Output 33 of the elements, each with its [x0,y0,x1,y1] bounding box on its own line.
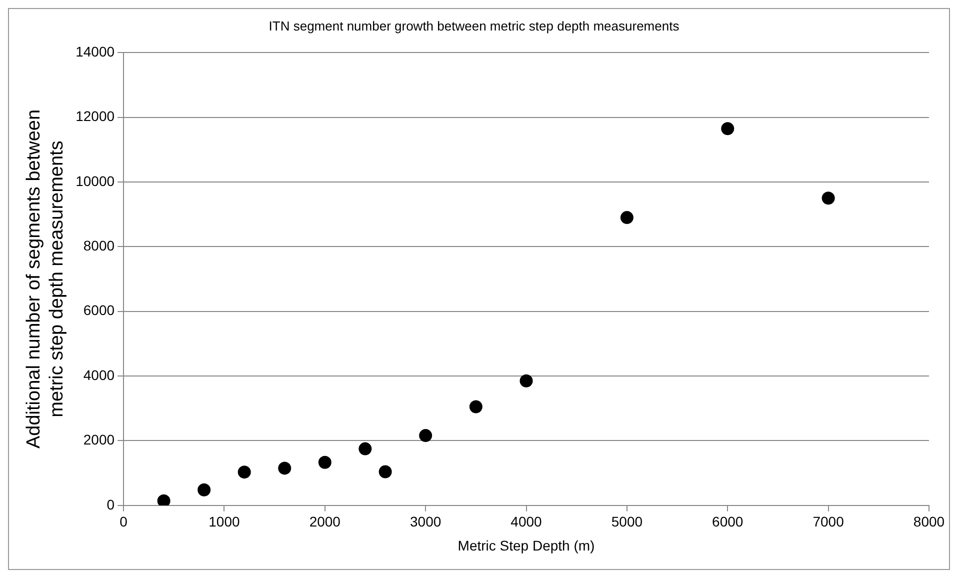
point [378,465,392,478]
y-axis-title: Additional number of segments between metric step depth measurements [24,109,68,449]
x-tick-label: 4000 [510,514,542,530]
point [822,192,835,205]
x-tick-label: 0 [120,514,128,530]
y-tick-label: 14000 [76,43,115,60]
y-tick-label: 8000 [83,238,115,254]
point [721,122,734,136]
x-axis-title: Metric Step Depth (m) [458,537,595,554]
y-tick-label: 12000 [76,108,115,124]
x-tick-label: 5000 [611,514,643,530]
point [157,494,170,506]
y-tick-label: 4000 [83,366,115,383]
x-tick-label: 3000 [410,514,442,530]
x-tick-label: 7000 [812,514,844,530]
point [520,374,533,388]
point [620,211,634,224]
y-tick-label: 2000 [83,432,115,448]
point [198,483,211,496]
x-tick-label: 1000 [208,514,240,530]
point [358,442,372,456]
y-tick-label: 6000 [83,302,115,318]
point [419,429,432,442]
point [238,466,251,479]
y-tick-label: 0 [106,496,115,512]
x-tick-label: 8000 [913,514,945,530]
x-tick-label: 2000 [309,514,341,530]
point [318,456,332,469]
point [278,462,292,475]
point [469,400,482,414]
y-tick-label: 10000 [76,172,115,189]
x-tick-label: 6000 [712,514,744,530]
chart-title: ITN segment number growth between metric step depth measurements [268,18,680,34]
